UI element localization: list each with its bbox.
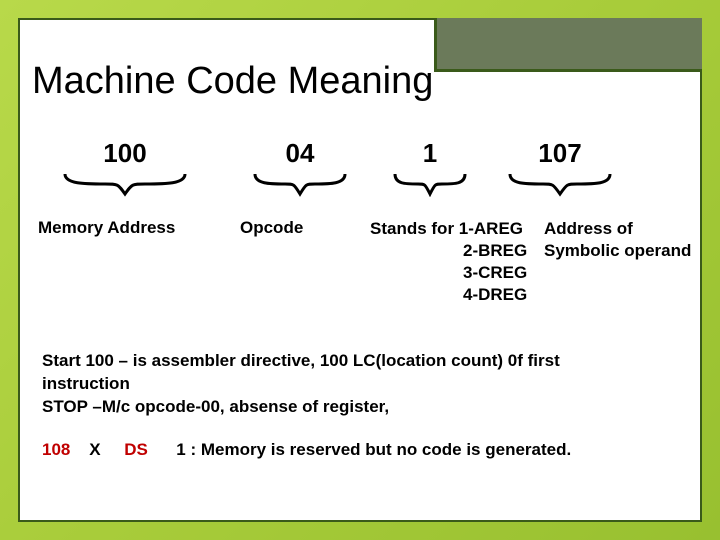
reg-line-4: 4-DREG — [370, 284, 527, 306]
ds-num: 1 — [176, 440, 185, 459]
para-line-2: instruction — [42, 373, 670, 396]
ds-addr: 108 — [42, 440, 70, 459]
code-value-4: 107 — [538, 138, 581, 168]
corner-decoration — [434, 18, 702, 72]
address-of-line1: Address of — [544, 218, 691, 240]
code-col-3: 1 — [390, 138, 470, 197]
code-col-4: 107 — [500, 138, 620, 197]
label-memory-address: Memory Address — [38, 218, 175, 238]
code-col-1: 100 — [50, 138, 200, 197]
brace-icon — [505, 171, 615, 197]
slide-background: Machine Code Meaning 100 04 1 — [0, 0, 720, 540]
brace-icon — [250, 171, 350, 197]
label-opcode: Opcode — [240, 218, 303, 238]
reg-line-3: 3-CREG — [370, 262, 527, 284]
code-value-2: 04 — [286, 138, 315, 168]
address-of-block: Address of Symbolic operand — [544, 218, 691, 262]
reg-line-2: 2-BREG — [370, 240, 527, 262]
address-of-line2: Symbolic operand — [544, 240, 691, 262]
ds-rest: : Memory is reserved but no code is gene… — [190, 440, 571, 459]
ds-line: 108 X DS 1 : Memory is reserved but no c… — [42, 440, 670, 460]
para-line-3: STOP –M/c opcode-00, absense of register… — [42, 396, 670, 419]
stands-for-line: Stands for 1-AREG — [370, 218, 527, 240]
code-value-3: 1 — [423, 138, 437, 168]
register-block: Stands for 1-AREG 2-BREG 3-CREG 4-DREG — [370, 218, 527, 306]
brace-icon — [60, 171, 190, 197]
code-col-2: 04 — [240, 138, 360, 197]
ds-ds: DS — [124, 440, 148, 459]
code-value-1: 100 — [103, 138, 146, 168]
slide-inner: Machine Code Meaning 100 04 1 — [18, 18, 702, 522]
slide-title: Machine Code Meaning — [32, 60, 433, 103]
brace-icon — [390, 171, 470, 197]
para-line-1: Start 100 – is assembler directive, 100 … — [42, 350, 670, 373]
paragraph: Start 100 – is assembler directive, 100 … — [42, 350, 670, 419]
codes-row: 100 04 1 107 — [20, 138, 700, 197]
ds-x: X — [89, 440, 100, 459]
